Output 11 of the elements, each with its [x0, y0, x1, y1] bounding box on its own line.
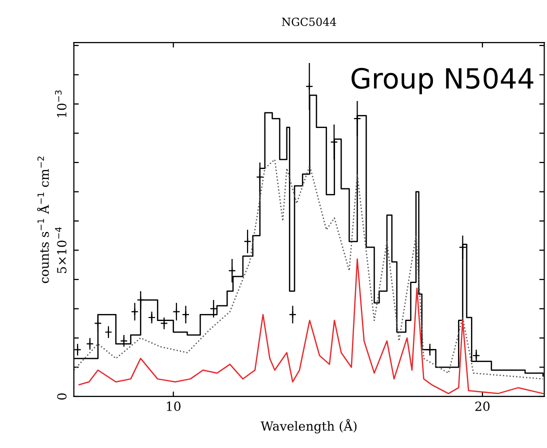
y-axis-title: counts s$^{−1}$ Å$^{−1}$ cm$^{−2}$	[37, 156, 49, 284]
line-series	[78, 258, 544, 394]
y-tick-label: 5×10$^{−4}$	[55, 227, 66, 274]
x-tick-label: 20	[475, 402, 490, 412]
chart-title: NGC5044	[282, 18, 336, 26]
x-axis-title: Wavelength (Å)	[260, 418, 357, 434]
y-tick-label: 10$^{−3}$	[55, 90, 66, 118]
line-series	[74, 158, 544, 380]
x-tick-label: 10	[166, 402, 180, 412]
annotation: Group N5044	[352, 68, 534, 94]
y-tick-label: 0	[57, 393, 67, 400]
